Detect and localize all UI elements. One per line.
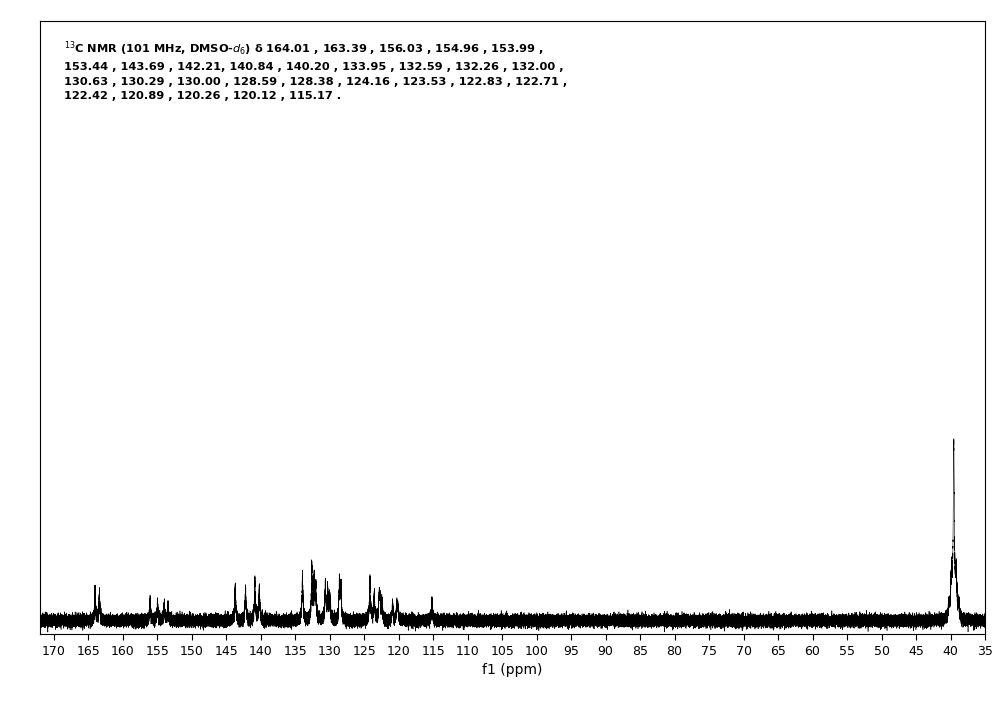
- X-axis label: f1 (ppm): f1 (ppm): [482, 663, 543, 677]
- Text: $^{13}$C NMR (101 MHz, DMSO‑$d_6$) δ 164.01 , 163.39 , 156.03 , 154.96 , 153.99 : $^{13}$C NMR (101 MHz, DMSO‑$d_6$) δ 164…: [64, 39, 567, 101]
